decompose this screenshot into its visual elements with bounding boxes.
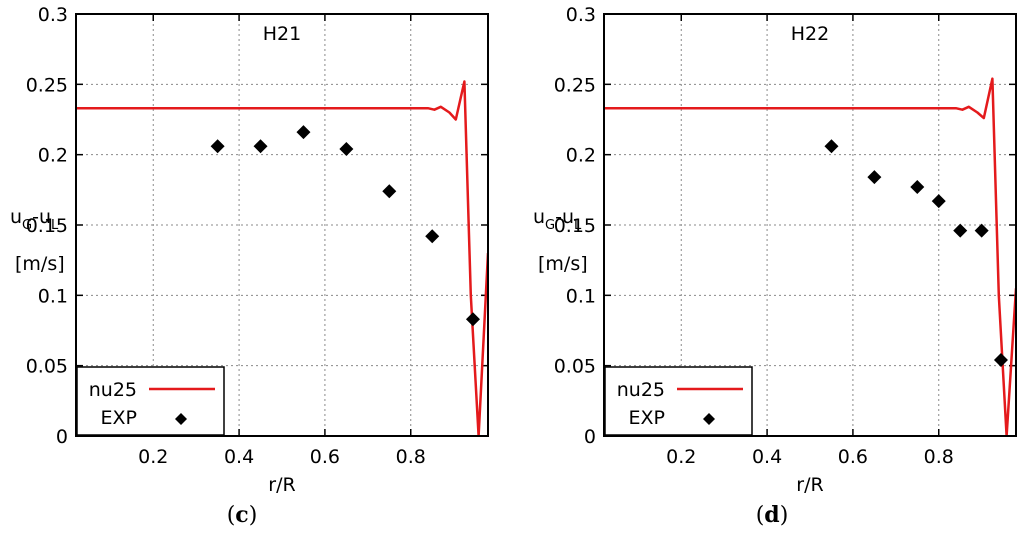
y-tick-label: 0.1 <box>566 285 596 307</box>
data-point-EXP <box>210 139 225 154</box>
data-point-EXP <box>931 194 946 209</box>
data-point-EXP <box>910 180 925 195</box>
data-point-EXP <box>296 125 311 140</box>
legend-label-EXP: EXP <box>629 407 665 429</box>
data-point-EXP <box>465 312 480 327</box>
x-tick-label: 0.2 <box>666 446 696 468</box>
data-point-EXP <box>824 139 839 154</box>
x-axis-label: r/R <box>796 474 823 496</box>
y-tick-label: 0.2 <box>38 145 68 167</box>
y-tick-label: 0.05 <box>26 356 68 378</box>
x-tick-label: 0.8 <box>924 446 954 468</box>
y-tick-label: 0.1 <box>38 285 68 307</box>
y-tick-label: 0 <box>56 426 68 448</box>
legend-label-nu25: nu25 <box>89 379 137 401</box>
legend-swatch-EXP <box>175 413 187 425</box>
panel-caption: (d) <box>756 502 789 528</box>
legend-label-nu25: nu25 <box>617 379 665 401</box>
legend-box <box>604 366 753 436</box>
y-tick-label: 0 <box>584 426 596 448</box>
x-axis-label: r/R <box>268 474 295 496</box>
data-point-EXP <box>339 142 354 157</box>
panel-title: H21 <box>263 23 301 45</box>
panel-c: 0.2 0.4 0.6 0.8 0 0.05 0.1 0.15 0.2 0.25 0.3 H21 nu2… <box>10 4 489 528</box>
y-tick-label: 0.15 <box>554 215 596 237</box>
legend-label-EXP: EXP <box>101 407 137 429</box>
data-point-EXP <box>382 184 397 199</box>
panel-d: 0.2 0.4 0.6 0.8 0 0.05 0.1 0.15 0.2 0.25 0.3 H22 nu2… <box>533 4 1017 528</box>
x-tick-label: 0.6 <box>838 446 868 468</box>
y-tick-label: 0.15 <box>26 215 68 237</box>
panel-title: H22 <box>791 23 829 45</box>
legend-swatch-EXP <box>703 413 715 425</box>
series-line-nu25 <box>76 80 488 436</box>
x-tick-label: 0.8 <box>396 446 426 468</box>
plot-frame <box>603 13 1017 437</box>
y-tick-label: 0.25 <box>554 74 596 96</box>
y-axis-unit: [m/s] <box>15 253 65 275</box>
data-point-EXP <box>993 353 1008 368</box>
y-axis-label: uG-uL <box>10 206 59 233</box>
legend-box <box>76 366 225 436</box>
data-point-EXP <box>867 170 882 185</box>
x-tick-label: 0.2 <box>138 446 168 468</box>
y-axis-unit: [m/s] <box>538 253 588 275</box>
y-axis-label: uG-uL <box>533 206 582 233</box>
series-line-nu25 <box>604 77 1016 436</box>
x-tick-label: 0.4 <box>224 446 254 468</box>
y-tick-label: 0.05 <box>554 356 596 378</box>
y-tick-label: 0.2 <box>566 145 596 167</box>
y-tick-label: 0.3 <box>566 4 596 26</box>
data-point-EXP <box>953 223 968 238</box>
data-point-EXP <box>253 139 268 154</box>
y-tick-label: 0.25 <box>26 74 68 96</box>
x-tick-label: 0.6 <box>310 446 340 468</box>
data-point-EXP <box>974 223 989 238</box>
panel-caption: (c) <box>227 502 258 528</box>
x-tick-label: 0.4 <box>752 446 782 468</box>
plot-frame <box>75 13 489 437</box>
y-tick-label: 0.3 <box>38 4 68 26</box>
data-point-EXP <box>425 229 440 244</box>
